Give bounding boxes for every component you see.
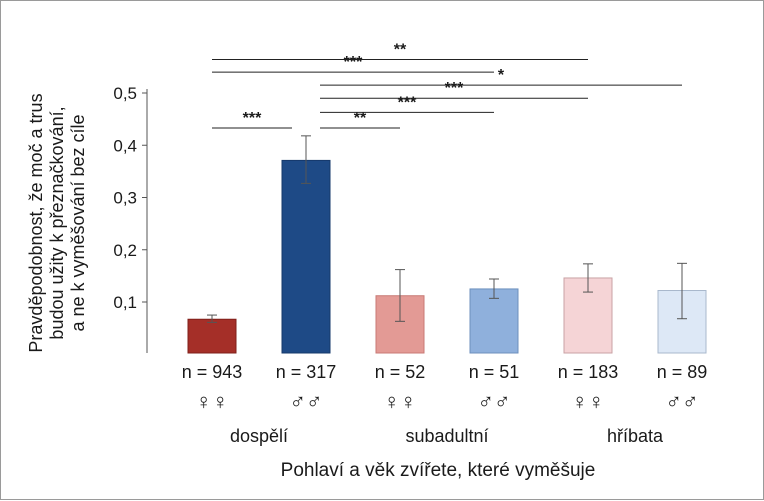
bar	[187, 318, 237, 354]
x-tick-label: n = 51	[469, 362, 520, 382]
y-axis-title-line: budou užity k přeznačkování,	[47, 106, 67, 339]
sex-symbol: ♀♀	[196, 389, 229, 414]
significance-label: **	[394, 42, 407, 59]
y-axis-title-line: Pravděpodobnost, že moč a trus	[26, 93, 46, 352]
x-tick-label: n = 317	[276, 362, 337, 382]
sex-symbol: ♂♂	[666, 389, 699, 414]
x-tick-label: n = 183	[558, 362, 619, 382]
x-tick-label: n = 89	[657, 362, 708, 382]
x-tick-label: n = 52	[375, 362, 426, 382]
y-tick-label: 0,4	[113, 136, 137, 155]
sex-symbol: ♂♂	[290, 389, 323, 414]
significance-label: **	[354, 110, 367, 127]
bar	[281, 159, 331, 354]
significance-label: ***	[398, 94, 417, 111]
x-tick-label: n = 943	[182, 362, 243, 382]
significance-label: ***	[445, 80, 464, 97]
sex-symbol: ♀♀	[572, 389, 605, 414]
group-label: dospělí	[230, 426, 288, 446]
y-axis-title-line: a ne k vyměšování bez cíle	[68, 114, 88, 331]
group-label: hříbata	[607, 426, 664, 446]
y-tick-label: 0,2	[113, 241, 137, 260]
y-tick-label: 0,5	[113, 84, 137, 103]
bar	[469, 288, 519, 354]
y-tick-label: 0,3	[113, 189, 137, 208]
sex-symbol: ♂♂	[478, 389, 511, 414]
sex-symbol: ♀♀	[384, 389, 417, 414]
significance-label: ***	[243, 110, 262, 127]
y-tick-label: 0,1	[113, 293, 137, 312]
group-label: subadultní	[405, 426, 488, 446]
x-axis-title: Pohlaví a věk zvířete, které vyměšuje	[281, 460, 596, 481]
significance-label: *	[498, 67, 505, 84]
significance-label: ***	[344, 54, 363, 71]
